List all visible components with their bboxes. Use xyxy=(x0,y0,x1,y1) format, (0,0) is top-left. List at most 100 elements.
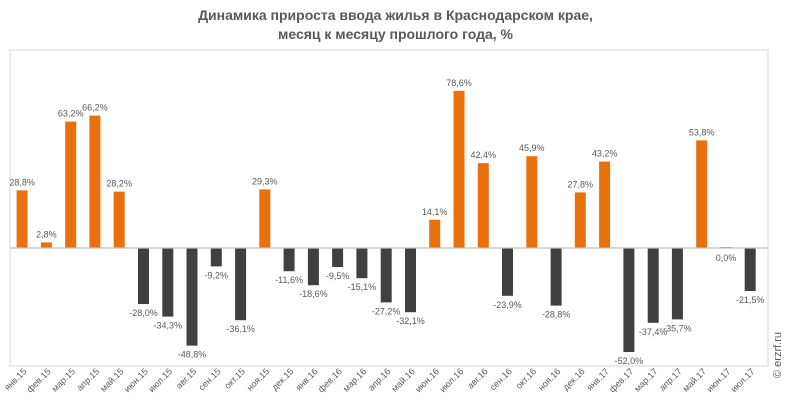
bar xyxy=(113,191,125,248)
bars-group xyxy=(16,90,756,352)
x-tick-label: июн.17 xyxy=(705,366,733,394)
bar xyxy=(332,248,344,267)
bar xyxy=(210,248,222,267)
bar xyxy=(65,121,77,248)
data-label: 28,8% xyxy=(9,177,35,187)
data-label: 78,6% xyxy=(446,78,472,88)
x-tick-label: апр.17 xyxy=(657,366,683,392)
x-tick-labels-group: янв.15фев.15мар.15апр.15май.15июн.15июл.… xyxy=(2,366,756,394)
x-tick-label: дек.16 xyxy=(561,366,587,392)
x-tick-label: июл.16 xyxy=(438,366,466,394)
data-label: 29,3% xyxy=(252,176,278,186)
x-tick-label: янв.17 xyxy=(585,366,611,392)
x-tick-label: авг.16 xyxy=(465,366,489,390)
data-label: -37,4% xyxy=(639,327,668,337)
bar xyxy=(429,219,441,248)
bar xyxy=(40,242,52,248)
x-tick-label: фев.17 xyxy=(607,366,635,394)
bar xyxy=(696,140,708,248)
x-tick-label: авг.15 xyxy=(174,366,198,390)
bar xyxy=(283,248,295,272)
data-label: -52,0% xyxy=(615,356,644,366)
data-label: 0,0% xyxy=(716,253,737,263)
bar xyxy=(453,90,465,248)
x-tick-label: мар.16 xyxy=(341,366,368,393)
data-label: -34,3% xyxy=(154,321,183,331)
data-label: -11,6% xyxy=(275,275,303,285)
watermark: © erzrf.ru xyxy=(772,332,784,378)
data-label: -21,5% xyxy=(736,295,765,305)
chart-title-line2: месяц к месяцу прошлого года, % xyxy=(278,26,513,42)
bar xyxy=(380,248,392,303)
data-label: 42,4% xyxy=(471,150,497,160)
bar xyxy=(502,248,513,296)
bar xyxy=(186,248,198,346)
bar xyxy=(138,248,149,304)
bar xyxy=(671,248,683,320)
data-label: -15,1% xyxy=(348,282,377,292)
x-tick-label: мар.17 xyxy=(632,366,659,393)
data-label: 63,2% xyxy=(58,109,84,119)
watermark-text: © erzrf.ru xyxy=(772,332,784,378)
data-label: -27,2% xyxy=(372,306,401,316)
data-label: 14,1% xyxy=(422,207,448,217)
x-tick-label: янв.15 xyxy=(2,366,28,392)
x-tick-label: сен.16 xyxy=(488,366,514,392)
data-label: 43,2% xyxy=(592,149,618,159)
data-label: -28,0% xyxy=(129,308,158,318)
data-label: -32,1% xyxy=(396,316,425,326)
data-label: -36,1% xyxy=(226,324,255,334)
x-tick-label: май.17 xyxy=(681,366,708,393)
x-tick-label: ноя.16 xyxy=(536,366,562,392)
data-labels-group: 28,8% 2,8% 63,2%66,2% 28,2% -28,0% -34,3% -48,… xyxy=(9,78,764,366)
bar xyxy=(16,190,28,248)
x-tick-label: мар.15 xyxy=(50,366,77,393)
data-label: -28,8% xyxy=(542,310,571,320)
x-tick-label: сен.15 xyxy=(197,366,223,392)
data-label: -9,5% xyxy=(326,271,350,281)
data-label: -18,6% xyxy=(299,289,328,299)
data-label: 2,8% xyxy=(36,229,57,239)
bar xyxy=(647,248,659,323)
x-tick-label: окт.15 xyxy=(222,366,247,391)
x-tick-label: июн.15 xyxy=(122,366,150,394)
bar xyxy=(259,189,271,248)
bar xyxy=(744,248,756,291)
x-tick-label: ноя.15 xyxy=(245,366,271,392)
x-tick-label: июн.16 xyxy=(413,366,441,394)
bar xyxy=(307,248,319,286)
bar xyxy=(623,248,635,352)
bar xyxy=(356,248,368,279)
data-label: 66,2% xyxy=(82,103,108,113)
x-tick-label: дек.15 xyxy=(270,366,296,392)
data-label: -9,2% xyxy=(205,270,229,280)
data-label: 45,9% xyxy=(519,143,545,153)
bar xyxy=(162,248,174,317)
bar xyxy=(599,161,611,248)
bar xyxy=(89,115,101,248)
data-label: 53,8% xyxy=(689,127,715,137)
data-label: -23,9% xyxy=(493,300,522,310)
x-tick-label: июл.15 xyxy=(146,366,174,394)
data-label: -48,8% xyxy=(178,350,207,360)
chart-title: Динамика прироста ввода жилья в Краснода… xyxy=(0,6,791,44)
bar xyxy=(550,248,562,306)
x-tick-label: май.15 xyxy=(98,366,125,393)
x-tick-label: июл.17 xyxy=(729,366,757,394)
data-label: -35,7% xyxy=(663,323,692,333)
x-tick-label: май.16 xyxy=(390,366,417,393)
data-label: 28,2% xyxy=(106,179,132,189)
bar xyxy=(526,156,538,248)
plot-area-border xyxy=(9,49,769,367)
x-tick-label: окт.16 xyxy=(514,366,539,391)
chart-title-line1: Динамика прироста ввода жилья в Краснода… xyxy=(198,7,593,23)
bar xyxy=(477,163,489,248)
x-tick-label: апр.16 xyxy=(366,366,392,392)
x-tick-label: апр.15 xyxy=(75,366,101,392)
x-tick-label: фев.15 xyxy=(25,366,53,394)
bar xyxy=(574,192,586,248)
bar xyxy=(405,248,416,313)
bar xyxy=(235,248,247,321)
data-label: 27,8% xyxy=(568,179,594,189)
